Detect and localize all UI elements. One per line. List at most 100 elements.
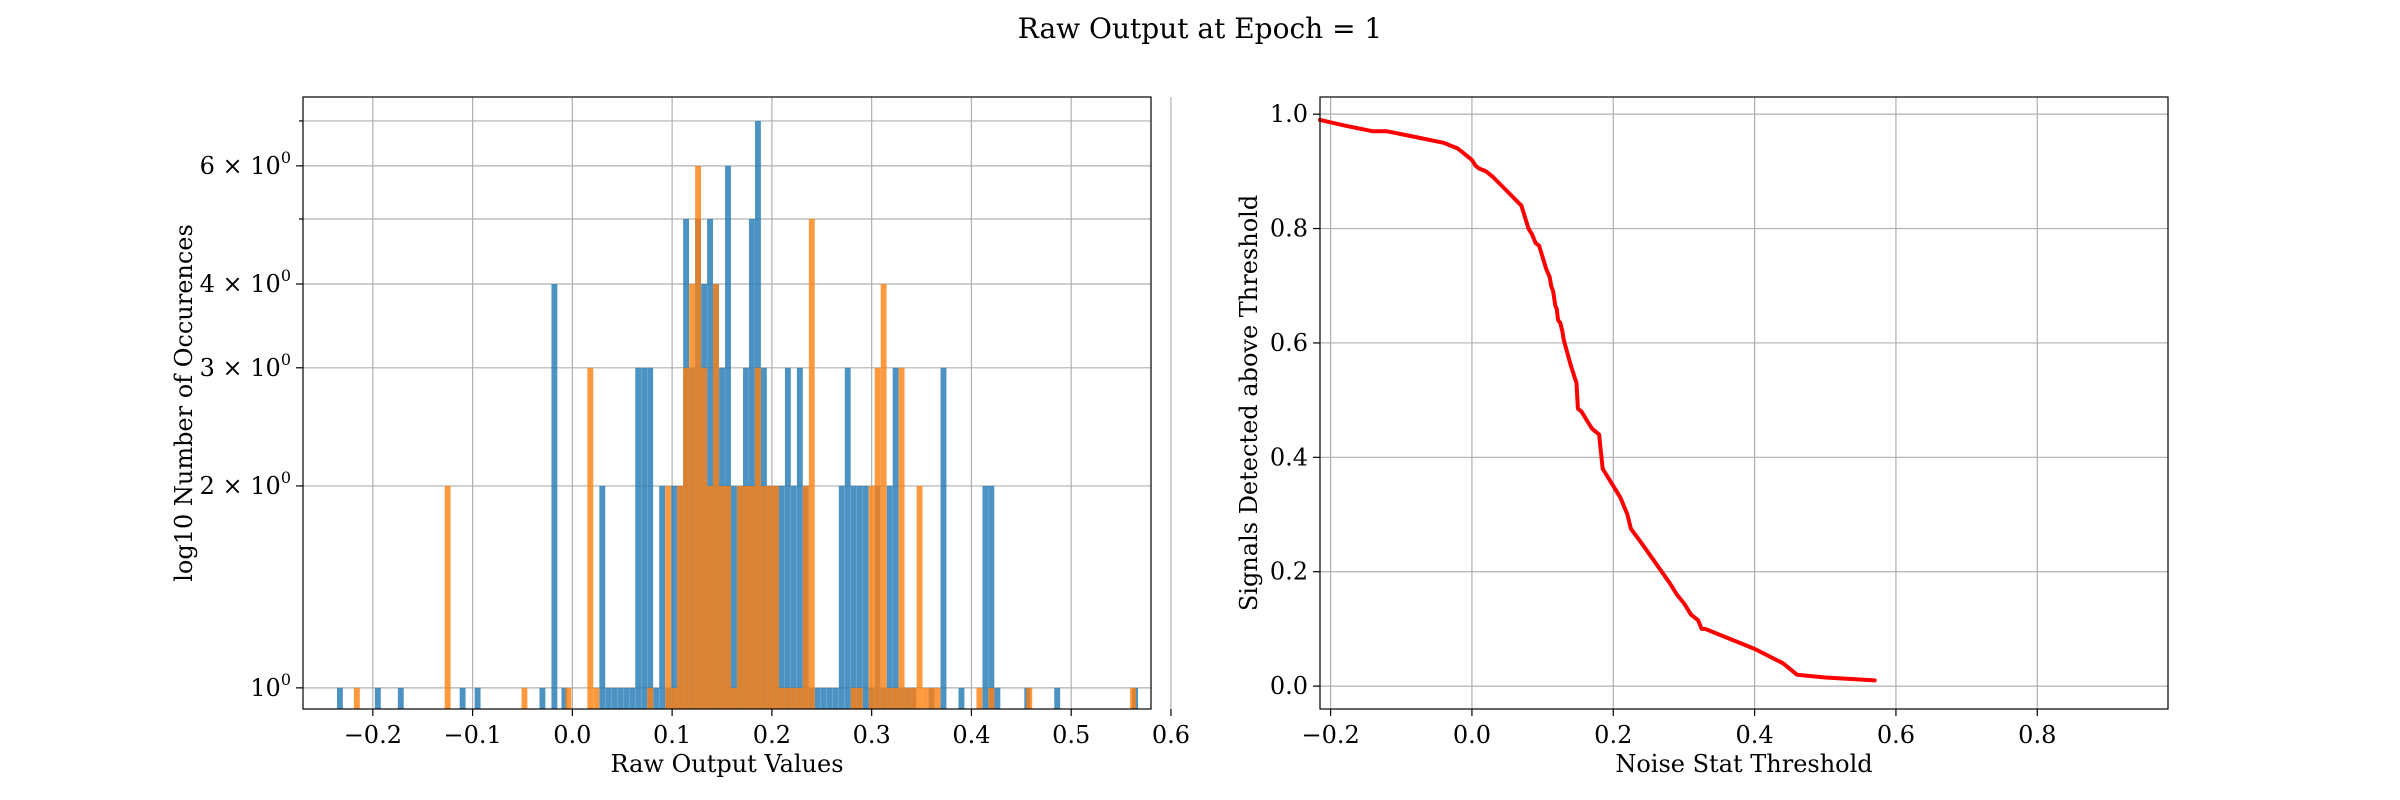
histogram-bar-orange — [713, 283, 719, 709]
histogram-bar-blue — [561, 687, 568, 709]
figure-title: Raw Output at Epoch = 1 — [1018, 12, 1383, 45]
histogram-bar-blue — [958, 687, 965, 709]
histogram-bar-blue — [611, 687, 618, 709]
histogram-bar-blue — [635, 367, 642, 709]
histogram-bar-blue — [605, 687, 612, 709]
histogram-y-tick-label: 100 — [250, 670, 291, 702]
histogram-bar-orange — [521, 687, 528, 709]
histogram-bar-orange — [904, 687, 911, 709]
histogram-bar-orange — [587, 367, 594, 709]
histogram-bar-blue — [790, 485, 797, 709]
histogram-bar-blue — [838, 485, 845, 709]
histogram-bar-orange — [1026, 687, 1033, 709]
histogram-bar-orange — [647, 687, 654, 709]
histogram-bar-blue — [778, 485, 785, 709]
threshold-x-axis-label: Noise Stat Threshold — [1615, 750, 1872, 778]
threshold-y-tick-label: 0.8 — [1270, 215, 1308, 243]
histogram-bar-blue — [856, 485, 863, 709]
threshold-y-tick-label: 0.0 — [1270, 672, 1308, 700]
histogram-frame — [302, 96, 1152, 710]
histogram-x-tick-label: 0.1 — [653, 721, 691, 749]
histogram-bar-blue — [862, 485, 869, 709]
histogram-bar-orange — [898, 367, 905, 709]
histogram-bar-orange — [731, 687, 737, 709]
histogram-x-tick-label: −0.1 — [443, 721, 501, 749]
histogram-bar-blue — [641, 367, 648, 709]
histogram-bar-orange — [796, 687, 803, 709]
histogram-bar-blue — [826, 687, 833, 709]
threshold-y-tick-label: 0.6 — [1270, 329, 1308, 357]
histogram-y-tick-label: 2 × 100 — [200, 468, 291, 500]
threshold-y-axis-label: Signals Detected above Threshold — [1235, 195, 1263, 611]
histogram-bar-blue — [336, 687, 343, 709]
histogram-bar-orange — [916, 485, 923, 709]
histogram-bar-blue — [617, 687, 624, 709]
histogram-bar-orange — [737, 485, 743, 709]
histogram-y-ticks: 100 2 × 100 3 × 100 4 × 100 6 × 100 — [200, 120, 303, 702]
threshold-x-tick-label: 0.6 — [1877, 721, 1915, 749]
histogram-bar-orange — [790, 687, 797, 709]
histogram-bar-orange — [353, 687, 360, 709]
threshold-x-tick-label: 0.2 — [1594, 721, 1632, 749]
histogram-y-axis-label: log10 Number of Occurences — [170, 224, 198, 582]
histogram-bar-orange — [725, 485, 731, 709]
histogram-x-tick-label: 0.2 — [753, 721, 791, 749]
histogram-y-tick-label: 4 × 100 — [200, 266, 291, 298]
histogram-bar-blue — [623, 687, 630, 709]
histogram-bar-blue — [796, 367, 803, 709]
histogram-bar-blue — [459, 687, 466, 709]
histogram-bar-blue — [982, 485, 989, 709]
histogram-y-tick-label: 3 × 100 — [200, 350, 291, 382]
threshold-x-tick-label: 0.8 — [2018, 721, 2056, 749]
histogram-bar-orange — [683, 367, 690, 709]
histogram-bar-orange — [677, 485, 684, 709]
histogram-bar-orange — [665, 485, 672, 709]
histogram-bar-orange — [874, 367, 881, 709]
histogram-bar-blue — [653, 687, 660, 709]
histogram-bar-blue — [814, 687, 821, 709]
histogram-bar-orange — [695, 165, 702, 709]
histogram-bar-orange — [565, 687, 572, 709]
histogram-bar-orange — [892, 687, 899, 709]
histogram-bar-blue — [707, 218, 713, 709]
histogram-bar-blue — [892, 367, 899, 709]
histogram-bar-orange — [772, 485, 779, 709]
histogram-x-axis-label: Raw Output Values — [610, 750, 843, 778]
histogram-x-tick-label: 0.5 — [1052, 721, 1090, 749]
threshold-y-ticks: 0.0 0.2 0.4 0.6 0.8 1.0 — [1270, 100, 1320, 700]
histogram-bar-orange — [910, 687, 917, 709]
histogram-bar-orange — [748, 485, 755, 709]
threshold-y-tick-label: 0.4 — [1270, 443, 1308, 471]
histogram-x-tick-label: 0.0 — [553, 721, 591, 749]
histogram-bar-orange — [1130, 687, 1136, 709]
histogram-bar-blue — [397, 687, 404, 709]
histogram-bar-blue — [1054, 687, 1061, 709]
histogram-bar-orange — [922, 687, 929, 709]
histogram-bar-blue — [374, 687, 381, 709]
histogram-bar-orange — [754, 367, 761, 709]
histogram-bar-orange — [934, 687, 941, 709]
histogram-bar-blue — [629, 687, 636, 709]
histogram-bar-blue — [551, 283, 558, 709]
threshold-panel: −0.2 0.0 0.2 0.4 0.6 0.8 0.0 0.2 0.4 0.6 0.8 1.0 N… — [1235, 96, 2169, 778]
histogram-bar-blue — [539, 687, 546, 709]
histogram-bar-orange — [766, 485, 773, 709]
histogram-bar-orange — [701, 367, 707, 709]
histogram-bar-orange — [444, 485, 451, 709]
threshold-x-tick-label: 0.0 — [1453, 721, 1491, 749]
histogram-y-tick-label: 6 × 100 — [200, 148, 291, 180]
histogram-bar-blue — [647, 367, 654, 709]
histogram-bar-orange — [689, 283, 696, 709]
histogram-bar-blue — [725, 165, 731, 709]
histogram-bar-orange — [707, 485, 713, 709]
threshold-x-ticks: −0.2 0.0 0.2 0.4 0.6 0.8 — [1301, 709, 2056, 749]
histogram-bar-blue — [940, 367, 947, 709]
histogram-bar-blue — [731, 485, 737, 709]
histogram-bar-orange — [880, 283, 887, 709]
threshold-lines — [1318, 117, 1877, 683]
histogram-bar-blue — [844, 367, 851, 709]
histogram-bar-orange — [593, 687, 600, 709]
histogram-bar-orange — [976, 687, 983, 709]
histogram-bar-blue — [599, 485, 606, 709]
